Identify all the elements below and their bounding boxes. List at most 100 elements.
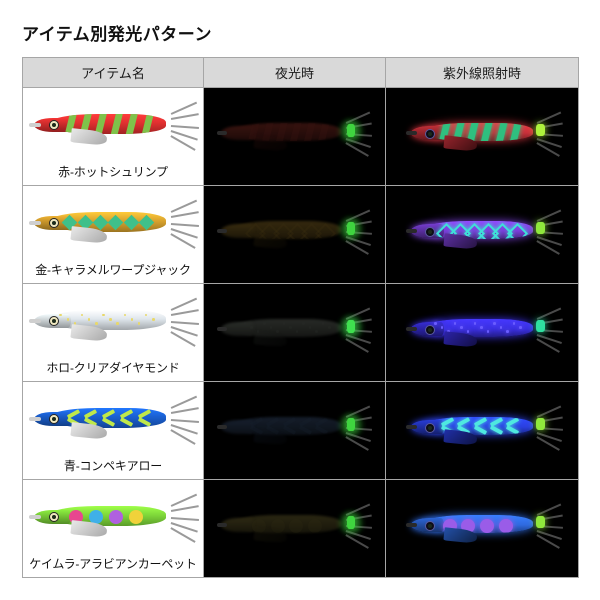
pattern-stripes (423, 122, 532, 142)
lure-nose (406, 522, 418, 527)
lure-nose (29, 416, 41, 421)
pattern-diamonds (233, 221, 341, 240)
lure-head (221, 518, 254, 532)
page-title: アイテム別発光パターン (22, 25, 212, 44)
squid-jig-lure (216, 503, 371, 549)
item-name-cell: 青-コンペキアロー (22, 381, 204, 480)
daylight-lure-stage (23, 88, 203, 185)
uv-tail-glow (536, 124, 545, 136)
item-name-cell: ケイムラ-アラビアンカーペット (22, 479, 204, 578)
lure-eye (49, 512, 60, 523)
night-glow-cell (203, 381, 386, 480)
lure-nose (406, 130, 418, 135)
table-row: ホロ-クリアダイヤモンド (22, 283, 579, 382)
squid-jig-lure (216, 405, 371, 451)
table-body: 赤-ホットシュリンプ金-キャラメルワープジャック ホロ-クリアダイヤモンド 青-コン… (22, 87, 579, 578)
column-header-item-name: アイテム名 (22, 57, 204, 88)
squid-jig-lure (406, 307, 564, 353)
pattern-dots (48, 506, 167, 526)
night-glow-cell (203, 479, 386, 578)
uv-light-cell (385, 283, 579, 382)
night-glow-cell (203, 185, 386, 284)
squid-jig-lure (406, 503, 564, 549)
squid-jig-lure (29, 101, 200, 151)
uv-tail-glow (536, 516, 545, 528)
lure-eye (424, 520, 435, 531)
lure-nose (29, 318, 41, 323)
lure-head (221, 322, 254, 336)
uv-light-stage (387, 187, 578, 283)
lure-nose (29, 220, 41, 225)
table-header-row: アイテム名 夜光時 紫外線照射時 (22, 57, 579, 88)
item-name-label: 金-キャラメルワープジャック (35, 263, 191, 277)
tail-glow-core (347, 320, 355, 333)
table-row: 金-キャラメルワープジャック (22, 185, 579, 284)
pattern-stripes (48, 113, 167, 135)
table-row: 赤-ホットシュリンプ (22, 87, 579, 186)
column-header-night-glow: 夜光時 (203, 57, 386, 88)
lure-head (221, 420, 254, 434)
uv-light-stage (387, 481, 578, 577)
table-row: ケイムラ-アラビアンカーペット (22, 479, 579, 578)
night-glow-stage (205, 383, 385, 479)
squid-jig-lure (406, 111, 564, 157)
pattern-speckles (423, 319, 532, 337)
lure-nose (406, 424, 418, 429)
emission-pattern-table: アイテム名 夜光時 紫外線照射時 赤-ホットシュリンプ金-キャラメルワープジャッ… (22, 57, 579, 578)
lure-eye (49, 414, 60, 425)
pattern-diamonds (423, 221, 532, 240)
lure-nose (216, 326, 227, 331)
squid-jig-lure (216, 209, 371, 255)
pattern-chevrons (423, 417, 532, 435)
squid-jig-lure (406, 405, 564, 451)
squid-jig-lure (29, 199, 200, 249)
pattern-speckles (48, 310, 167, 330)
lure-eye (424, 128, 435, 139)
pattern-diamonds (48, 212, 167, 232)
squid-jig-lure (216, 307, 371, 353)
daylight-lure-stage (23, 284, 203, 381)
squid-jig-lure (216, 111, 371, 157)
night-glow-stage (205, 481, 385, 577)
lure-hook-crown (170, 395, 200, 445)
lure-body (233, 220, 341, 240)
table-row: 青-コンペキアロー (22, 381, 579, 480)
item-name-label: 青-コンペキアロー (63, 459, 163, 473)
item-name-label: ケイムラ-アラビアンカーペット (29, 557, 197, 571)
pattern-chevrons (48, 408, 167, 428)
lure-body (233, 416, 341, 436)
lure-hook-crown (170, 101, 200, 151)
squid-jig-lure (406, 209, 564, 255)
item-name-cell: ホロ-クリアダイヤモンド (22, 283, 204, 382)
daylight-lure-stage (23, 480, 203, 577)
lure-body (233, 514, 341, 534)
lure-head (221, 224, 254, 238)
night-glow-stage (205, 285, 385, 381)
lure-hook-crown (170, 199, 200, 249)
uv-light-stage (387, 285, 578, 381)
night-glow-stage (205, 89, 385, 185)
lure-head (221, 126, 254, 140)
item-name-cell: 赤-ホットシュリンプ (22, 87, 204, 186)
daylight-lure-stage (23, 382, 203, 479)
lure-nose (29, 122, 41, 127)
item-name-label: 赤-ホットシュリンプ (58, 165, 168, 179)
lure-body (233, 122, 341, 142)
lure-eye (424, 422, 435, 433)
pattern-stripes (233, 122, 341, 142)
uv-light-cell (385, 381, 579, 480)
uv-tail-glow (536, 222, 545, 234)
tail-glow-core (347, 222, 355, 235)
pattern-dots (233, 515, 341, 533)
lure-eye (424, 226, 435, 237)
uv-light-cell (385, 479, 579, 578)
tail-glow-core (347, 418, 355, 431)
item-name-label: ホロ-クリアダイヤモンド (46, 361, 180, 375)
lure-nose (216, 130, 227, 135)
lure-body (233, 318, 341, 338)
night-glow-cell (203, 283, 386, 382)
tail-glow-core (347, 516, 355, 529)
lure-nose (216, 228, 227, 233)
pattern-speckles (233, 319, 341, 337)
squid-jig-lure (29, 297, 200, 347)
